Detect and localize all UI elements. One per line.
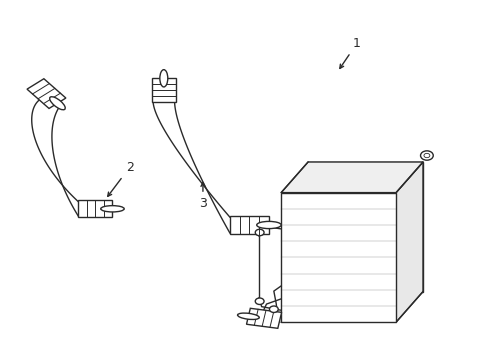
Polygon shape: [32, 99, 78, 216]
Polygon shape: [78, 200, 112, 217]
Polygon shape: [153, 101, 229, 233]
Polygon shape: [152, 78, 175, 102]
Text: 2: 2: [107, 161, 133, 196]
Ellipse shape: [237, 313, 259, 319]
Polygon shape: [229, 216, 268, 234]
Ellipse shape: [256, 221, 281, 229]
Circle shape: [423, 153, 429, 158]
Polygon shape: [246, 308, 281, 328]
Polygon shape: [281, 193, 395, 322]
Polygon shape: [281, 162, 422, 193]
Text: 1: 1: [339, 37, 360, 68]
Circle shape: [269, 306, 278, 312]
Polygon shape: [307, 162, 422, 292]
Circle shape: [255, 229, 264, 236]
Ellipse shape: [160, 70, 167, 87]
Ellipse shape: [50, 97, 65, 110]
Polygon shape: [27, 79, 66, 108]
Circle shape: [255, 298, 264, 305]
Polygon shape: [395, 162, 422, 322]
Circle shape: [420, 151, 432, 160]
Ellipse shape: [101, 206, 124, 212]
Text: 3: 3: [199, 183, 206, 210]
